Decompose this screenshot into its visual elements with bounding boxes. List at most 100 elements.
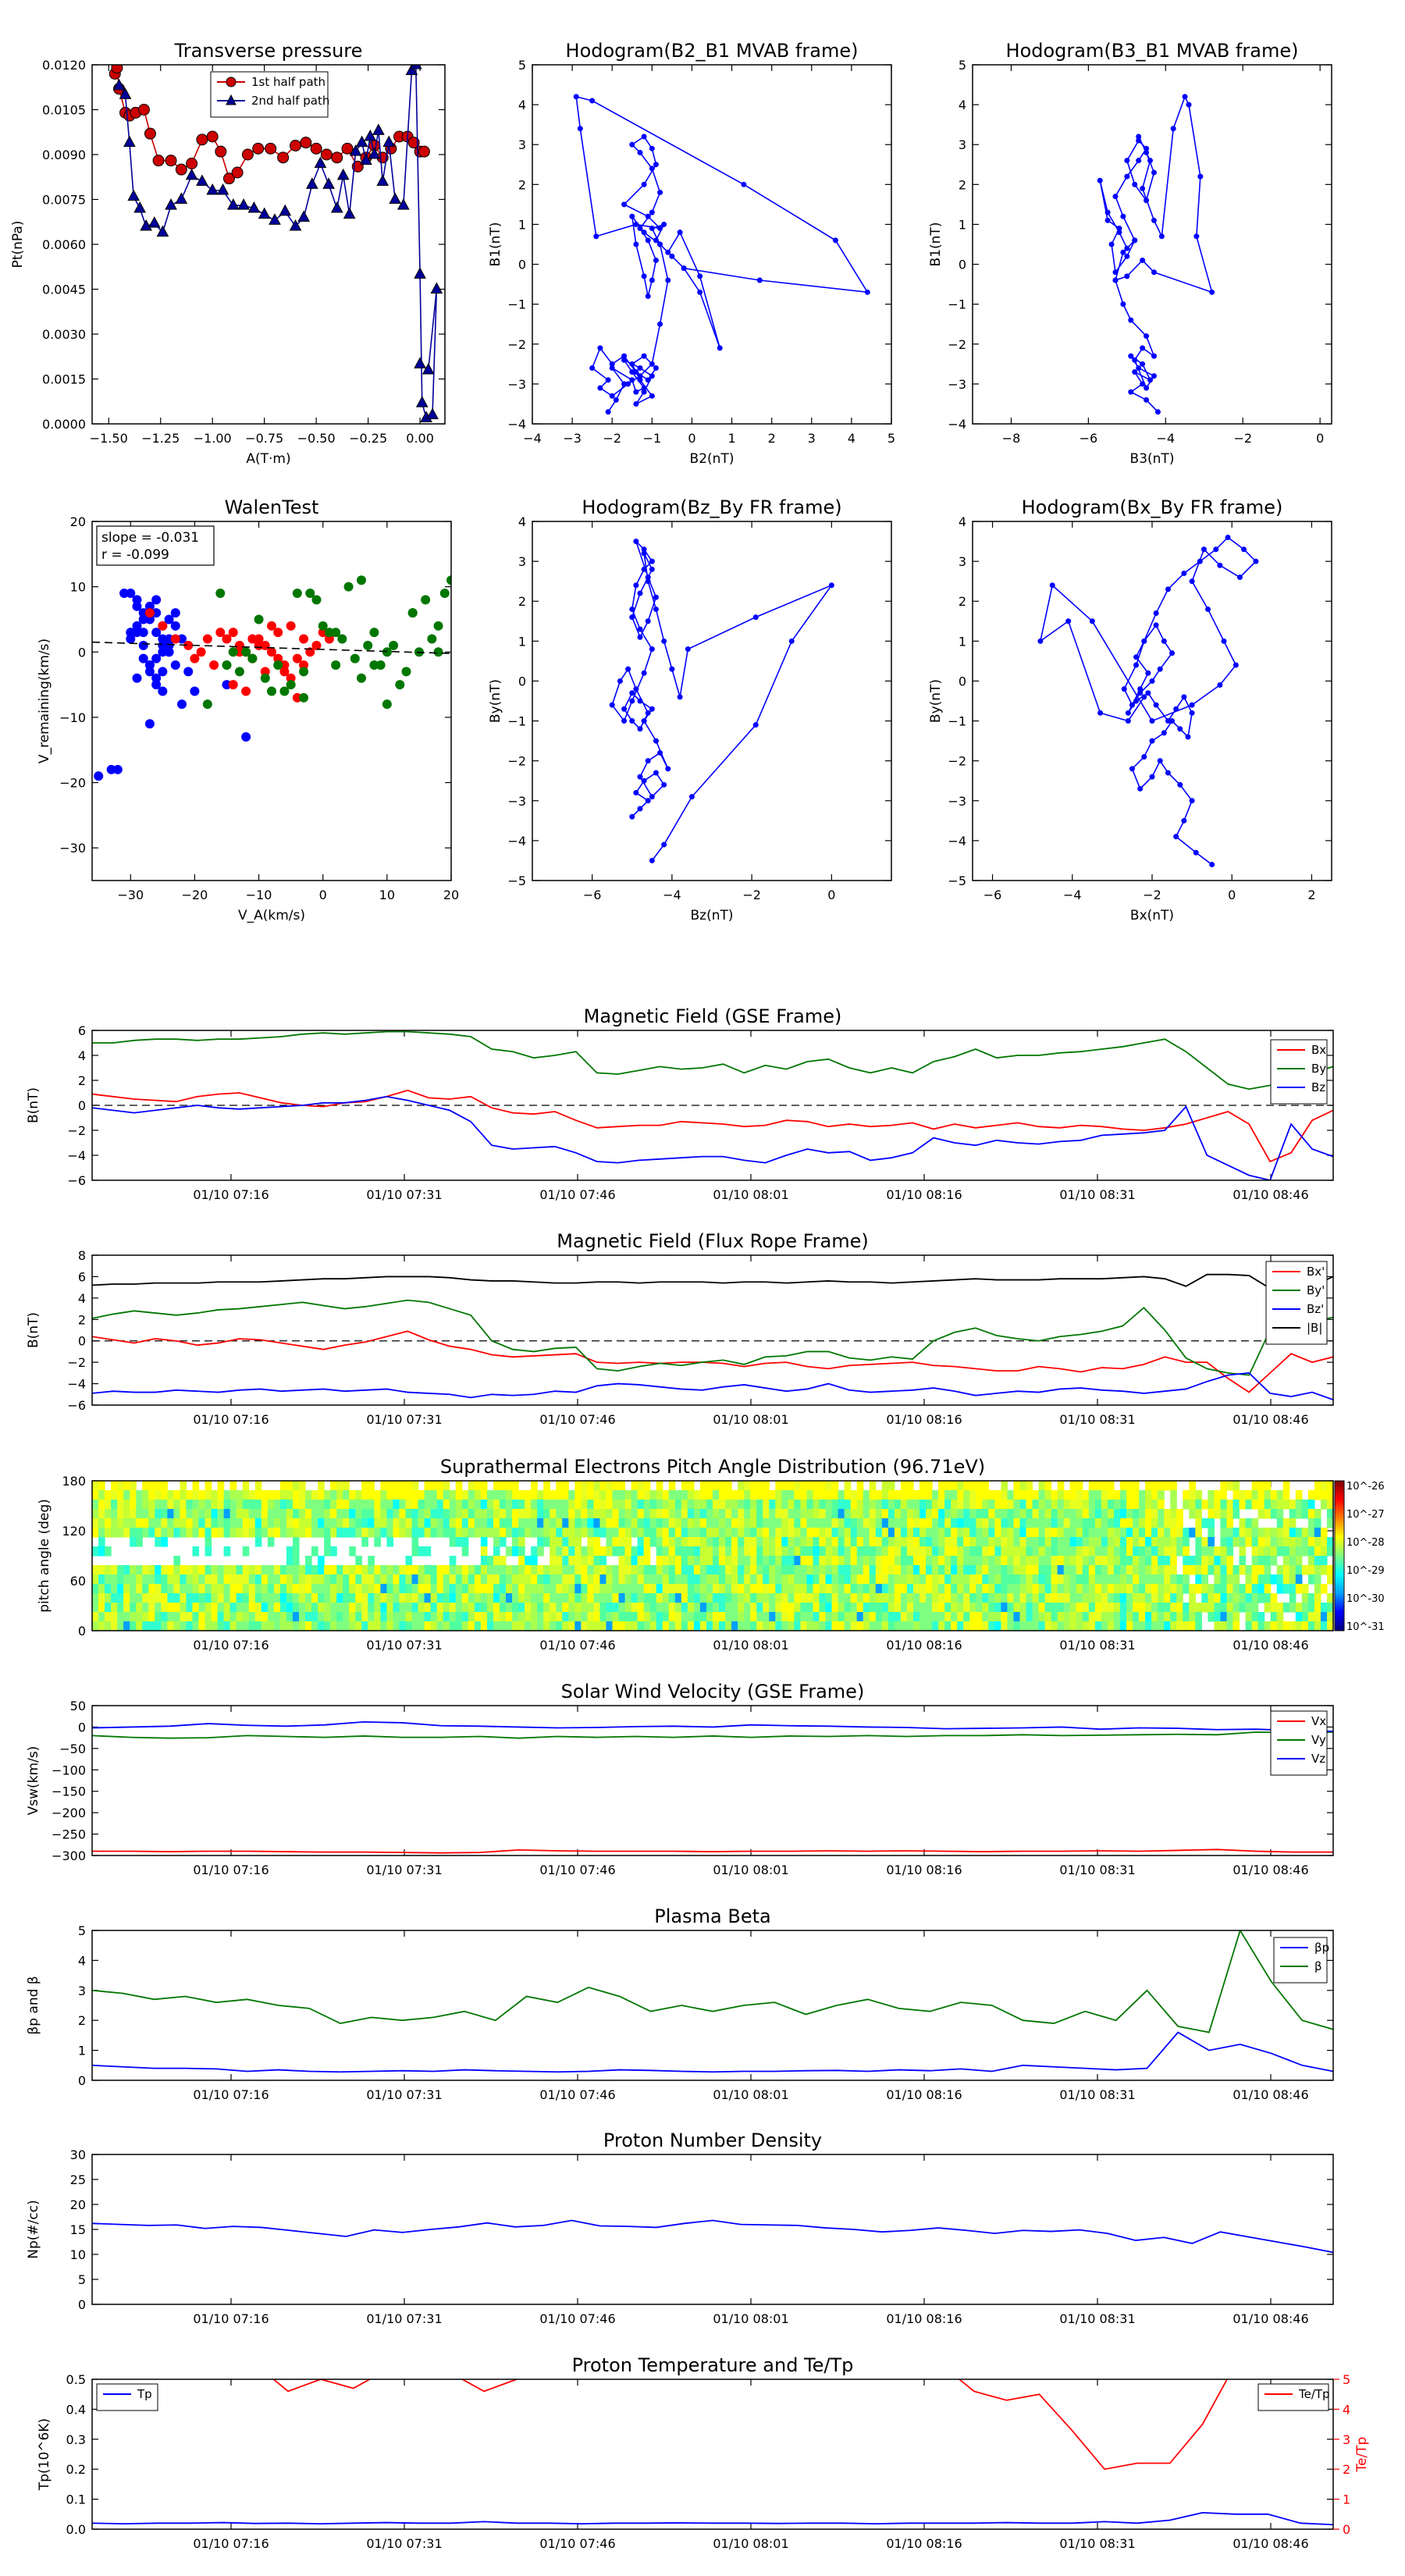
data-point [372, 123, 385, 135]
heatmap-cell [1170, 1528, 1177, 1538]
data-point [1165, 770, 1171, 776]
heatmap-cell [1082, 1603, 1090, 1613]
heatmap-cell [1133, 1593, 1140, 1603]
heatmap-cell [192, 1518, 200, 1528]
heatmap-cell [1164, 1546, 1171, 1557]
heatmap-cell [279, 1621, 287, 1631]
heatmap-cell [819, 1500, 827, 1510]
heatmap-cell [418, 1509, 425, 1519]
legend-label: 1st half path [251, 75, 325, 89]
heatmap-cell [525, 1574, 532, 1585]
heatmap-cell [919, 1565, 927, 1575]
heatmap-cell [1226, 1546, 1234, 1557]
heatmap-cell [963, 1621, 970, 1631]
heatmap-cell [750, 1509, 757, 1519]
heatmap-cell [988, 1612, 995, 1622]
heatmap-cell [750, 1518, 757, 1528]
y-tick-label: 1 [518, 217, 526, 232]
data-point [144, 660, 155, 670]
heatmap-cell [932, 1574, 939, 1585]
heatmap-cell [988, 1556, 995, 1566]
heatmap-cell [643, 1546, 651, 1557]
heatmap-cell [1019, 1490, 1027, 1500]
heatmap-cell [1119, 1556, 1127, 1566]
heatmap-cell [1232, 1584, 1240, 1594]
data-point [649, 373, 655, 379]
heatmap-cell [938, 1528, 945, 1538]
heatmap-cell [1320, 1556, 1328, 1566]
colorbar-tick-label: 10^-26 [1346, 1481, 1385, 1493]
heatmap-cell [1113, 1509, 1121, 1519]
heatmap-cell [1057, 1565, 1065, 1575]
heatmap-cell [957, 1481, 964, 1491]
heatmap-cell [781, 1612, 788, 1622]
y-tick-label: 3 [78, 1984, 86, 1998]
heatmap-cell [506, 1565, 513, 1575]
heatmap-cell [205, 1481, 212, 1491]
heatmap-cell [155, 1593, 162, 1603]
heatmap-cell [1307, 1612, 1315, 1622]
heatmap-cell [599, 1500, 607, 1510]
heatmap-cell [781, 1518, 788, 1528]
data-point [133, 201, 146, 213]
heatmap-cell [1001, 1612, 1008, 1622]
data-point [292, 589, 302, 598]
heatmap-cell [1007, 1593, 1015, 1603]
data-point [621, 718, 628, 724]
heatmap-cell [368, 1490, 375, 1500]
data-point [621, 357, 628, 363]
heatmap-cell [1264, 1490, 1272, 1500]
heatmap-cell [186, 1584, 194, 1594]
heatmap-cell [1220, 1481, 1228, 1491]
data-point [633, 686, 639, 692]
heatmap-cell [531, 1490, 538, 1500]
heatmap-cell [311, 1603, 318, 1613]
heatmap-cell [631, 1621, 638, 1631]
heatmap-cell [938, 1509, 945, 1519]
series-line-Tp [92, 2511, 1333, 2526]
heatmap-cell [543, 1621, 550, 1631]
heatmap-cell [1257, 1490, 1265, 1500]
heatmap-cell [562, 1546, 569, 1557]
data-point [1124, 158, 1130, 164]
heatmap-cell [1195, 1574, 1202, 1585]
data-point [649, 646, 655, 653]
heatmap-cell [706, 1584, 713, 1594]
heatmap-cell [474, 1574, 482, 1585]
heatmap-cell [1170, 1518, 1177, 1528]
heatmap-cell [1239, 1518, 1247, 1528]
heatmap-cell [643, 1565, 651, 1575]
y-tick-label: 0 [78, 1720, 86, 1735]
heatmap-cell [574, 1621, 582, 1631]
heatmap-cell [474, 1490, 482, 1500]
heatmap-cell [1113, 1621, 1121, 1631]
data-point [1133, 662, 1140, 668]
heatmap-cell [731, 1621, 738, 1631]
heatmap-cell [725, 1612, 732, 1622]
data-point [418, 145, 430, 158]
data-point [1205, 606, 1211, 612]
heatmap-cell [1057, 1584, 1065, 1594]
heatmap-cell [900, 1500, 908, 1510]
heatmap-cell [330, 1490, 337, 1500]
heatmap-cell [994, 1621, 1001, 1631]
heatmap-cell [831, 1574, 839, 1585]
heatmap-cell [531, 1528, 538, 1538]
heatmap-cell [1226, 1556, 1234, 1566]
heatmap-cell [668, 1490, 676, 1500]
heatmap-cell [1126, 1528, 1133, 1538]
heatmap-cell [1245, 1537, 1253, 1547]
data-point [1132, 237, 1138, 244]
data-point [681, 265, 687, 272]
data-point [1120, 213, 1126, 219]
heatmap-cell [1038, 1565, 1046, 1575]
heatmap-cell [881, 1518, 889, 1528]
heatmap-cell [887, 1556, 895, 1566]
heatmap-cell [599, 1556, 607, 1566]
data-point [1157, 666, 1163, 672]
data-point [111, 65, 123, 74]
heatmap-cell [550, 1509, 557, 1519]
x-tick-label: −10 [246, 888, 272, 902]
heatmap-cell [1082, 1584, 1090, 1594]
heatmap-cell [1282, 1621, 1290, 1631]
